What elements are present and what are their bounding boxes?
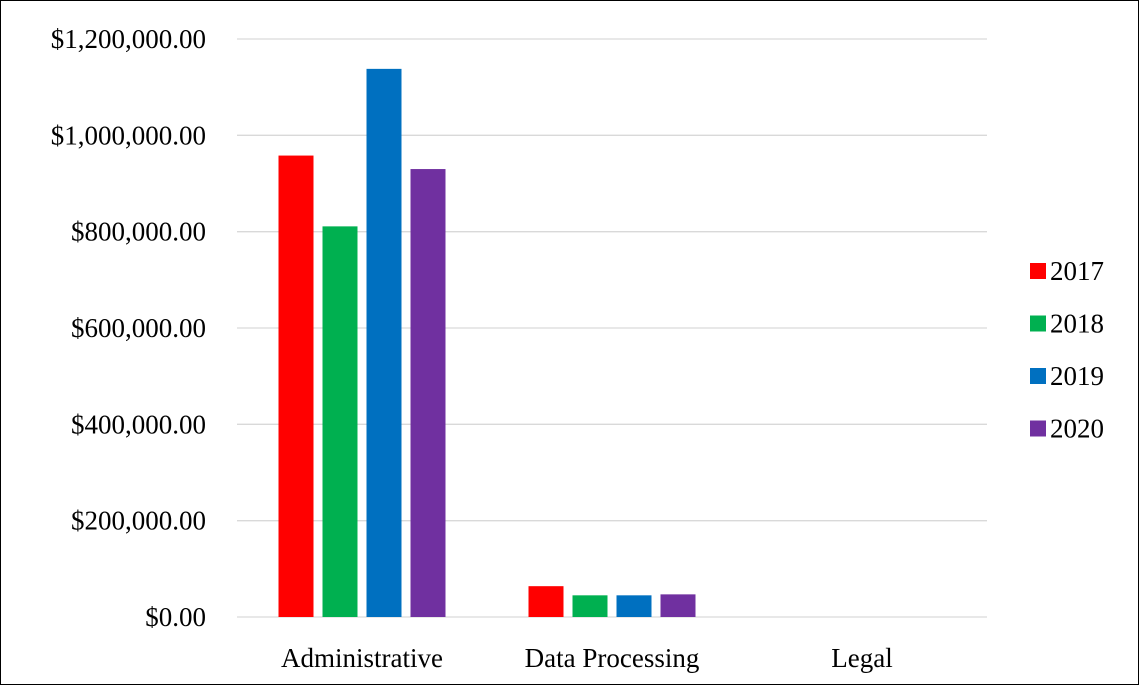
y-axis-tick-labels: $0.00 $200,000.00 $400,000.00 $600,000.00 $8… [51, 24, 206, 632]
legend-swatch-2019 [1030, 368, 1046, 384]
x-category-label: Data Processing [525, 643, 700, 673]
x-category-label: Legal [831, 643, 892, 673]
bar-2019-data-processing [616, 595, 652, 617]
y-tick-label: $0.00 [145, 602, 206, 632]
bar-2020-data-processing [660, 594, 696, 617]
x-category-label: Administrative [281, 643, 443, 673]
bar-2018-data-processing [572, 595, 608, 617]
legend-label: 2019 [1050, 361, 1104, 391]
legend-swatch-2017 [1030, 263, 1046, 279]
legend-label: 2017 [1050, 256, 1104, 286]
y-tick-label: $800,000.00 [71, 217, 206, 247]
bars [278, 68, 696, 618]
bar-2019-administrative [366, 68, 402, 617]
y-tick-label: $1,200,000.00 [51, 24, 206, 54]
legend-swatch-2018 [1030, 315, 1046, 332]
legend: 2017 2018 2019 2020 [1030, 256, 1104, 444]
gridlines [237, 38, 987, 618]
bar-2020-administrative [410, 169, 446, 618]
y-tick-label: $400,000.00 [71, 409, 206, 439]
y-tick-label: $1,000,000.00 [51, 120, 206, 150]
legend-swatch-2020 [1030, 420, 1046, 437]
bar-2018-administrative [322, 226, 358, 617]
bar-2017-data-processing [528, 586, 564, 617]
y-tick-label: $200,000.00 [71, 506, 206, 536]
bar-2017-administrative [278, 155, 314, 617]
legend-label: 2018 [1050, 309, 1104, 339]
x-axis-category-labels: Administrative Data Processing Legal [281, 643, 893, 673]
y-tick-label: $600,000.00 [71, 313, 206, 343]
legend-label: 2020 [1050, 414, 1104, 444]
